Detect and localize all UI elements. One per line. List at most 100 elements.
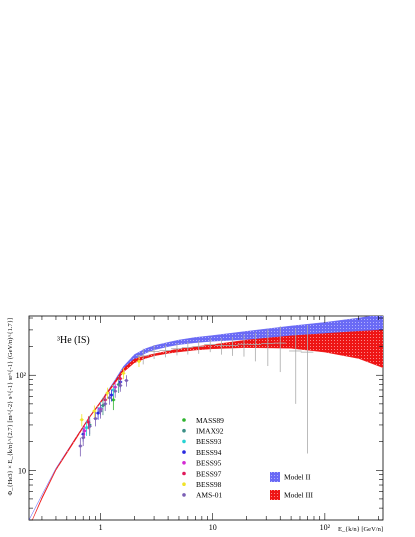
gray-point [261, 329, 274, 367]
axis-tick-labels: 1 10 10² 10 10² [16, 371, 331, 532]
gray-point [215, 338, 228, 355]
legend-entry-bess97: BESS97 [182, 469, 222, 478]
x-tick-label: 1 [99, 523, 103, 532]
gray-point [289, 328, 302, 404]
point-marker [124, 379, 128, 383]
legend-marker [182, 450, 186, 454]
x-axis-label: E_{k/n} [GeV/n] [338, 526, 383, 533]
legend-label: Model II [284, 473, 311, 482]
point-bess98 [105, 387, 110, 400]
point-marker [137, 359, 141, 363]
point-marker [99, 409, 103, 413]
point-marker [105, 391, 109, 395]
point-marker [88, 424, 92, 428]
legend-entry-bess94: BESS94 [182, 448, 222, 457]
legend-label: IMAX92 [196, 427, 224, 436]
chart-title: ³He (IS) [57, 335, 90, 346]
gray-point [225, 337, 239, 356]
legend-entry-model-iii: Model III [270, 490, 313, 500]
gray-point [148, 345, 160, 360]
legend-entry-mass89: MASS89 [182, 416, 224, 425]
legend-marker [182, 482, 186, 487]
point-bess98 [92, 405, 97, 418]
legend-swatch [270, 472, 280, 482]
legend-marker [182, 418, 186, 422]
point-ams-01 [124, 375, 129, 387]
gray-point [181, 341, 194, 355]
point-marker [81, 436, 85, 440]
point-marker [83, 429, 87, 433]
legend-label: BESS97 [196, 469, 222, 478]
point-ams-01 [98, 404, 103, 419]
gray-point [248, 332, 262, 362]
legend-label: BESS94 [196, 448, 222, 457]
point-marker [103, 402, 107, 406]
point-bess98 [121, 368, 126, 380]
gray-point [273, 326, 286, 373]
point-marker [107, 396, 111, 400]
point-ams-01 [78, 437, 83, 457]
plot-frame [28, 315, 384, 521]
legend-swatch [270, 490, 280, 500]
experiment-data-points [78, 356, 141, 457]
legend-marker [182, 428, 186, 433]
point-ams-01 [103, 397, 108, 412]
point-ams-01 [87, 419, 92, 435]
point-bess93 [84, 421, 89, 436]
axis-ticks [29, 316, 383, 521]
legend-label: BESS95 [196, 459, 222, 468]
legend-entry-imax92: IMAX92 [182, 427, 224, 436]
y-axis-label: Φ_{He3} × E_{k/n}^{2.7} [m^{-2} s^{-1} s… [7, 318, 14, 495]
legend-entry-bess93: BESS93 [182, 437, 222, 446]
legend-marker [182, 439, 186, 444]
point-marker [93, 417, 97, 421]
point-marker [86, 420, 90, 424]
legend-label: BESS93 [196, 437, 222, 446]
x-tick-label: 10 [209, 523, 217, 532]
legend-label: AMS-01 [196, 491, 223, 500]
point-bess94 [109, 389, 114, 402]
point-ams-01 [107, 391, 112, 405]
point-bess94 [96, 407, 101, 420]
point-marker [96, 411, 100, 415]
gray-point [159, 344, 172, 358]
point-marker [113, 389, 117, 393]
point-ams-01 [113, 385, 118, 398]
gray-point [300, 325, 314, 454]
gray-data-points [136, 325, 314, 454]
point-ams-01 [81, 430, 86, 447]
legend-entry-model-ii: Model II [270, 472, 311, 482]
legend-entry-bess95: BESS95 [182, 459, 222, 468]
point-marker [78, 444, 82, 448]
point-marker [101, 404, 105, 408]
point-marker [121, 371, 125, 375]
legend-label: Model III [284, 491, 313, 500]
legend-marker [182, 471, 186, 476]
point-marker [111, 398, 115, 402]
legend-entry-ams-01: AMS-01 [182, 491, 223, 500]
legend-label: BESS98 [196, 480, 222, 489]
point-ams-01 [93, 412, 98, 427]
legend-marker [182, 493, 186, 497]
point-imax92 [100, 397, 105, 416]
point-marker [118, 377, 122, 381]
point-bess98 [79, 414, 84, 427]
legend-marker [182, 461, 186, 465]
x-tick-label: 10² [320, 523, 331, 532]
legend-label: MASS89 [196, 416, 224, 425]
point-marker [85, 426, 89, 430]
point-ams-01 [118, 380, 123, 392]
y-tick-label: 10 [18, 466, 26, 475]
legend-entry-bess98: BESS98 [182, 480, 222, 489]
gray-point [192, 340, 205, 354]
point-marker [109, 393, 113, 397]
gray-point [136, 348, 149, 365]
point-marker [118, 383, 122, 387]
gray-point [237, 334, 250, 357]
y-tick-label: 10² [16, 371, 27, 380]
point-bess98 [136, 356, 141, 368]
point-marker [80, 418, 84, 422]
point-marker [92, 409, 96, 413]
